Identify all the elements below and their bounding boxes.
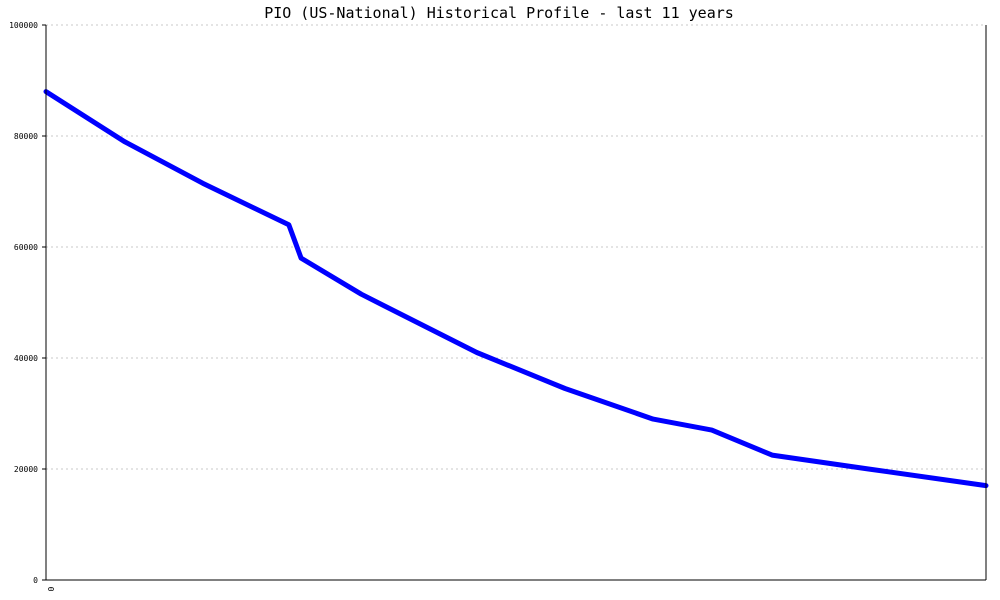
y-tick-label: 0 — [33, 576, 38, 585]
series-line — [43, 89, 989, 489]
y-tick-label: 80000 — [14, 132, 38, 141]
y-tick-label: 100000 — [9, 21, 38, 30]
gridlines — [46, 24, 986, 470]
chart-title: PIO (US-National) Historical Profile - l… — [264, 4, 734, 22]
x-tick-labels: 0 — [46, 587, 55, 592]
y-tick-label: 60000 — [14, 243, 38, 252]
y-tick-labels: 0 20000 40000 60000 80000 100000 — [9, 21, 46, 585]
series-layer — [43, 89, 989, 489]
y-tick-label: 20000 — [14, 465, 38, 474]
y-tick-label: 40000 — [14, 354, 38, 363]
x-tick-label: 0 — [46, 587, 55, 592]
